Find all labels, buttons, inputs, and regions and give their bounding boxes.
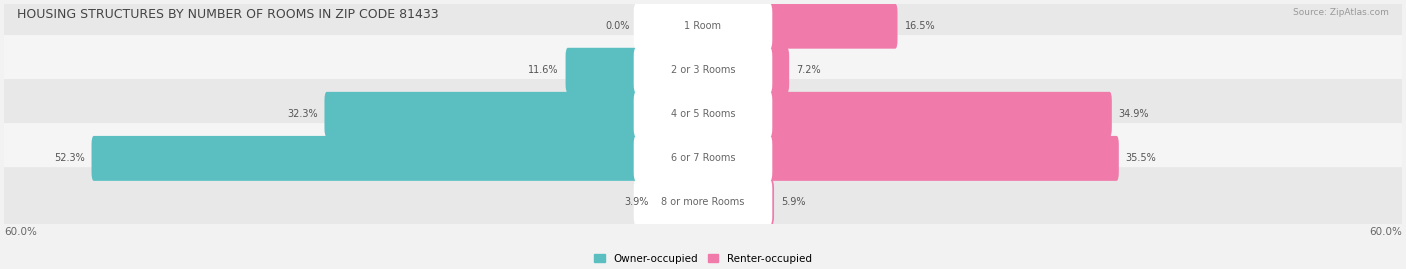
FancyBboxPatch shape xyxy=(0,167,1406,238)
Text: 32.3%: 32.3% xyxy=(287,109,318,119)
Text: 6 or 7 Rooms: 6 or 7 Rooms xyxy=(671,153,735,163)
Text: 60.0%: 60.0% xyxy=(4,227,37,237)
Text: 34.9%: 34.9% xyxy=(1119,109,1149,119)
Text: 35.5%: 35.5% xyxy=(1126,153,1157,163)
Text: 1 Room: 1 Room xyxy=(685,21,721,31)
Legend: Owner-occupied, Renter-occupied: Owner-occupied, Renter-occupied xyxy=(591,249,815,268)
Text: 4 or 5 Rooms: 4 or 5 Rooms xyxy=(671,109,735,119)
Text: 52.3%: 52.3% xyxy=(53,153,84,163)
FancyBboxPatch shape xyxy=(634,136,772,181)
FancyBboxPatch shape xyxy=(700,136,1119,181)
Text: 11.6%: 11.6% xyxy=(529,65,558,75)
Text: 60.0%: 60.0% xyxy=(1369,227,1402,237)
FancyBboxPatch shape xyxy=(700,4,897,49)
FancyBboxPatch shape xyxy=(634,180,772,225)
FancyBboxPatch shape xyxy=(91,136,706,181)
FancyBboxPatch shape xyxy=(565,48,706,93)
FancyBboxPatch shape xyxy=(700,92,1112,137)
FancyBboxPatch shape xyxy=(0,123,1406,194)
Text: 0.0%: 0.0% xyxy=(606,21,630,31)
Text: HOUSING STRUCTURES BY NUMBER OF ROOMS IN ZIP CODE 81433: HOUSING STRUCTURES BY NUMBER OF ROOMS IN… xyxy=(17,8,439,21)
FancyBboxPatch shape xyxy=(634,48,772,93)
FancyBboxPatch shape xyxy=(634,4,772,49)
FancyBboxPatch shape xyxy=(700,180,775,225)
FancyBboxPatch shape xyxy=(0,0,1406,61)
Text: 2 or 3 Rooms: 2 or 3 Rooms xyxy=(671,65,735,75)
Text: 5.9%: 5.9% xyxy=(782,197,806,207)
Text: 16.5%: 16.5% xyxy=(904,21,935,31)
FancyBboxPatch shape xyxy=(634,92,772,137)
FancyBboxPatch shape xyxy=(700,48,789,93)
Text: 8 or more Rooms: 8 or more Rooms xyxy=(661,197,745,207)
FancyBboxPatch shape xyxy=(0,79,1406,150)
Text: 3.9%: 3.9% xyxy=(624,197,648,207)
Text: Source: ZipAtlas.com: Source: ZipAtlas.com xyxy=(1294,8,1389,17)
Text: 7.2%: 7.2% xyxy=(796,65,821,75)
FancyBboxPatch shape xyxy=(655,180,706,225)
FancyBboxPatch shape xyxy=(0,35,1406,105)
FancyBboxPatch shape xyxy=(325,92,706,137)
